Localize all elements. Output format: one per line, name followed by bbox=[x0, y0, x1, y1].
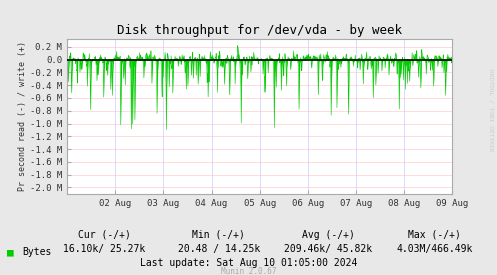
Text: RRDTOOL / TOBI OETIKER: RRDTOOL / TOBI OETIKER bbox=[489, 69, 494, 151]
Text: 20.48 / 14.25k: 20.48 / 14.25k bbox=[177, 244, 260, 254]
Y-axis label: Pr second read (-) / write (+): Pr second read (-) / write (+) bbox=[18, 41, 27, 191]
Text: Min (-/+): Min (-/+) bbox=[192, 230, 245, 240]
Text: Last update: Sat Aug 10 01:05:00 2024: Last update: Sat Aug 10 01:05:00 2024 bbox=[140, 258, 357, 268]
Text: 16.10k/ 25.27k: 16.10k/ 25.27k bbox=[63, 244, 146, 254]
Text: Munin 2.0.67: Munin 2.0.67 bbox=[221, 267, 276, 275]
Text: 4.03M/466.49k: 4.03M/466.49k bbox=[397, 244, 473, 254]
Text: 209.46k/ 45.82k: 209.46k/ 45.82k bbox=[284, 244, 372, 254]
Text: Cur (-/+): Cur (-/+) bbox=[78, 230, 131, 240]
Text: Bytes: Bytes bbox=[22, 248, 52, 257]
Text: Max (-/+): Max (-/+) bbox=[409, 230, 461, 240]
Text: ■: ■ bbox=[7, 248, 14, 257]
Text: Avg (-/+): Avg (-/+) bbox=[302, 230, 354, 240]
Title: Disk throughput for /dev/vda - by week: Disk throughput for /dev/vda - by week bbox=[117, 24, 402, 37]
